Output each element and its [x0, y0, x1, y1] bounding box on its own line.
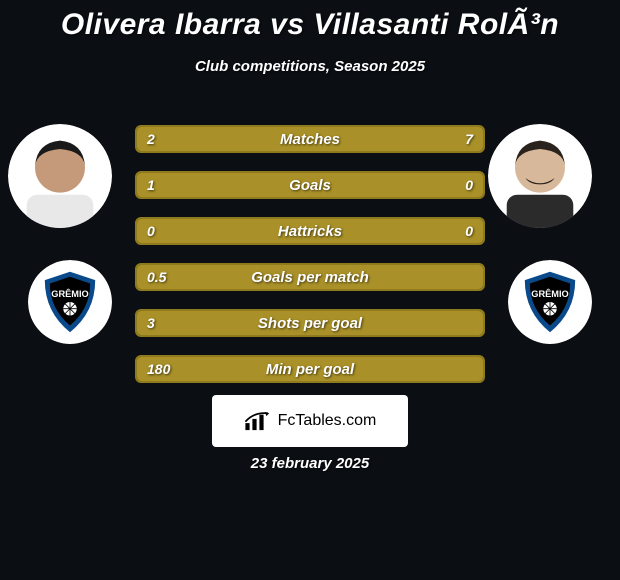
- player2-avatar: [488, 124, 592, 228]
- stat-value-right: 0: [465, 177, 473, 193]
- stat-label: Goals per match: [251, 269, 369, 286]
- player2-avatar-graphic: [488, 124, 592, 228]
- stat-row: 0 Hattricks 0: [135, 217, 485, 245]
- stat-bars: 2 Matches 7 1 Goals 0 0 Hattricks 0 0.5 Goals per …: [135, 125, 485, 401]
- stat-value-right: 0: [465, 223, 473, 239]
- player1-avatar: [8, 124, 112, 228]
- page-title: Olivera Ibarra vs Villasanti RolÃ³n: [0, 0, 620, 42]
- stat-row: 3 Shots per goal: [135, 309, 485, 337]
- club1-graphic: GRÊMIO: [28, 260, 112, 344]
- svg-text:GRÊMIO: GRÊMIO: [531, 288, 568, 299]
- stat-label: Shots per goal: [258, 315, 362, 332]
- stat-value-left: 0.5: [147, 269, 166, 285]
- stat-value-left: 2: [147, 131, 155, 147]
- stat-row: 2 Matches 7: [135, 125, 485, 153]
- stat-value-left: 3: [147, 315, 155, 331]
- stat-value-left: 180: [147, 361, 170, 377]
- stat-label: Matches: [280, 131, 340, 148]
- logo-text: FcTables.com: [278, 412, 377, 430]
- stat-value-left: 1: [147, 177, 155, 193]
- stat-row: 1 Goals 0: [135, 171, 485, 199]
- player1-club-badge: GRÊMIO: [28, 260, 112, 344]
- club2-graphic: GRÊMIO: [508, 260, 592, 344]
- stat-value-left: 0: [147, 223, 155, 239]
- stat-row: 180 Min per goal: [135, 355, 485, 383]
- chart-icon: [244, 410, 272, 432]
- fctables-logo: FcTables.com: [212, 395, 408, 447]
- stat-label: Min per goal: [266, 361, 354, 378]
- player1-avatar-graphic: [8, 124, 112, 228]
- stat-row: 0.5 Goals per match: [135, 263, 485, 291]
- stat-value-right: 7: [465, 131, 473, 147]
- date-label: 23 february 2025: [0, 455, 620, 472]
- stat-label: Goals: [289, 177, 331, 194]
- player2-club-badge: GRÊMIO: [508, 260, 592, 344]
- subtitle: Club competitions, Season 2025: [0, 58, 620, 75]
- stat-label: Hattricks: [278, 223, 342, 240]
- svg-text:GRÊMIO: GRÊMIO: [51, 288, 88, 299]
- stat-fill-right: [213, 127, 483, 151]
